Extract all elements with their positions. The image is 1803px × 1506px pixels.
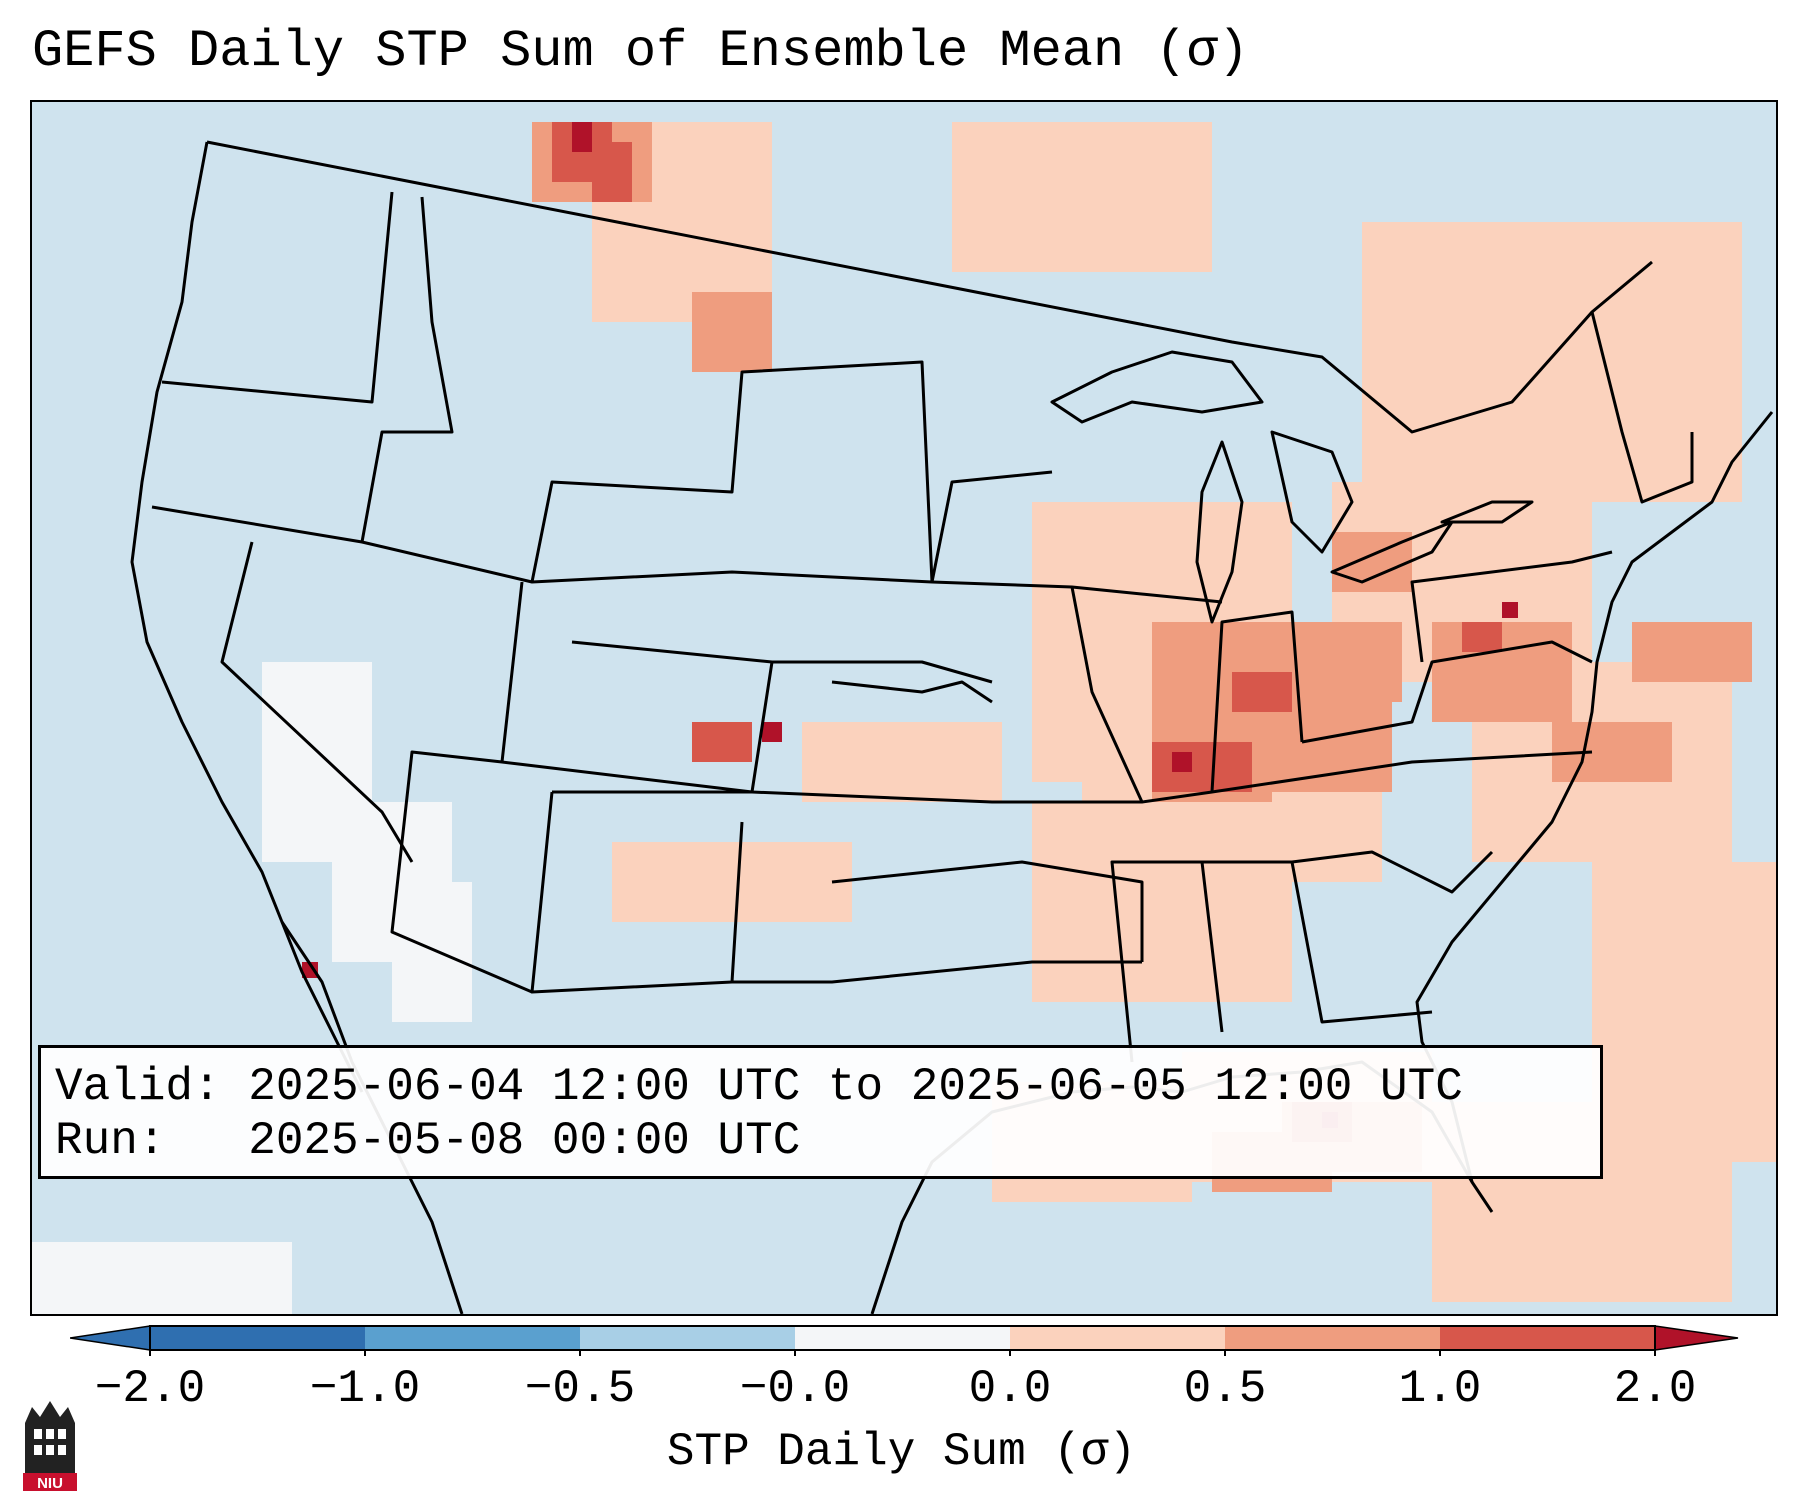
colorbar-tick-label: −0.5 <box>524 1363 636 1415</box>
state-line <box>1110 860 1224 1063</box>
colorbar-seg-2 <box>365 1326 580 1350</box>
positive-anomaly-region <box>1032 802 1292 1002</box>
valid-time-line: Valid: 2025-06-04 12:00 UTC to 2025-06-0… <box>55 1061 1463 1113</box>
state-line <box>772 660 993 684</box>
colorbar-tick-label: 2.0 <box>1613 1363 1697 1415</box>
moderate-anomaly-region <box>1632 622 1752 682</box>
state-line <box>1590 311 1694 504</box>
strong-anomaly-region <box>1462 622 1502 652</box>
state-line <box>530 360 934 583</box>
extreme-anomaly-cell <box>762 722 782 742</box>
lake-superior <box>1050 350 1264 424</box>
positive-anomaly-region <box>802 722 1002 802</box>
moderate-anomaly-region <box>1282 622 1402 702</box>
state-line <box>530 791 744 994</box>
colorbar-tick-label: −0.0 <box>739 1363 851 1415</box>
state-line <box>161 191 394 404</box>
state-line <box>831 860 1144 962</box>
state-line <box>1202 860 1433 1024</box>
strong-anomaly-region <box>592 142 632 202</box>
positive-anomaly-region <box>1362 222 1742 502</box>
state-line <box>1070 586 1144 803</box>
colorbar-seg-5 <box>1010 1326 1225 1350</box>
niu-logo-text: NIU <box>37 1475 63 1492</box>
chart-title: GEFS Daily STP Sum of Ensemble Mean (σ) <box>32 22 1249 81</box>
colorbar-label: STP Daily Sum (σ) <box>666 1426 1137 1478</box>
strong-anomaly-region <box>1232 672 1292 712</box>
state-line <box>1291 850 1494 894</box>
colorbar-seg-7 <box>1440 1326 1655 1350</box>
extreme-anomaly-cell <box>1172 752 1192 772</box>
colorbar <box>70 1325 1739 1356</box>
state-line <box>1210 610 1304 793</box>
colorbar-seg-3 <box>580 1326 795 1350</box>
lake-michigan <box>1195 440 1244 624</box>
colorbar-seg-4 <box>795 1326 1010 1350</box>
colorbar-tick-label: −2.0 <box>94 1363 206 1415</box>
valid-run-info-box: Valid: 2025-06-04 12:00 UTC to 2025-06-0… <box>38 1045 1603 1179</box>
colorbar-tick-label: 0.5 <box>1183 1363 1267 1415</box>
state-line <box>390 581 533 994</box>
near-zero-region <box>392 882 472 1022</box>
state-line <box>220 541 414 863</box>
state-line <box>552 640 774 794</box>
state-line <box>831 680 993 704</box>
colorbar-tick-label: 1.0 <box>1398 1363 1482 1415</box>
positive-anomaly-region <box>612 842 852 922</box>
state-line <box>1410 550 1613 663</box>
moderate-anomaly-region <box>692 292 772 372</box>
near-zero-region <box>32 1242 292 1314</box>
lake-huron <box>1270 430 1354 554</box>
extreme-anomaly-cell <box>302 962 318 978</box>
state-line <box>1301 640 1593 744</box>
state-line <box>930 470 1053 583</box>
lake-erie <box>1330 520 1454 584</box>
moderate-anomaly-region <box>1332 532 1412 592</box>
colorbar-extend-high <box>1654 1325 1739 1351</box>
colorbar-seg-6 <box>1225 1326 1440 1350</box>
colorbar-seg-1 <box>150 1326 365 1350</box>
strong-anomaly-region <box>692 722 752 762</box>
colorbar-tick-label: −1.0 <box>309 1363 421 1415</box>
positive-anomaly-region <box>952 122 1212 272</box>
colorbar-tick-label: 0.0 <box>968 1363 1052 1415</box>
niu-logo: NIU <box>23 1401 77 1492</box>
colorbar-outline <box>149 1325 1656 1351</box>
extreme-anomaly-cell <box>1502 602 1518 618</box>
colorbar-extend-low <box>70 1325 151 1351</box>
west-coast <box>130 141 364 1093</box>
run-time-line: Run: 2025-05-08 00:00 UTC <box>55 1115 801 1167</box>
state-line <box>360 196 454 543</box>
state-line <box>732 960 1142 984</box>
strong-anomaly-region <box>1152 742 1252 792</box>
east-coast <box>1415 411 1774 1183</box>
extreme-anomaly-cell <box>572 122 592 152</box>
lake-ontario <box>1440 500 1534 524</box>
